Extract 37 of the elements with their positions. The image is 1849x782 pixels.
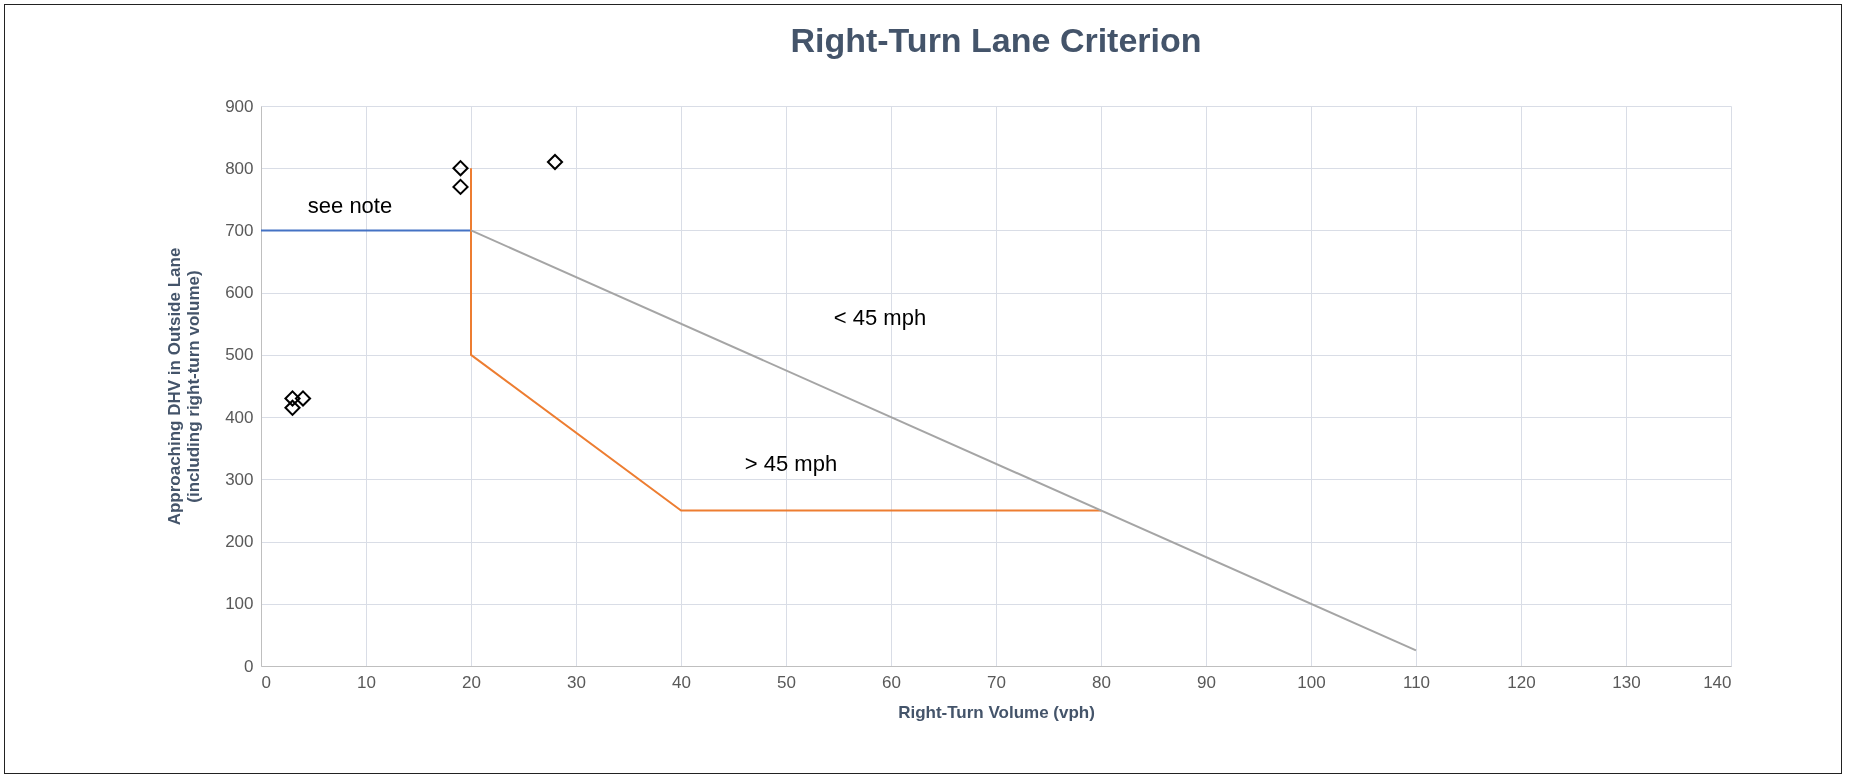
- y-tick-label: 500: [225, 345, 254, 365]
- x-tick-label: 50: [777, 672, 796, 692]
- y-tick-label: 300: [225, 469, 254, 489]
- annotation: > 45 mph: [744, 451, 838, 476]
- annotation: < 45 mph: [833, 305, 927, 330]
- y-tick-label: 800: [225, 158, 254, 178]
- x-tick-label: 60: [882, 672, 901, 692]
- point: [452, 178, 469, 195]
- y-tick-label: 600: [225, 283, 254, 303]
- y-tick-label: 200: [225, 532, 254, 552]
- y-axis-title: Approaching DHV in Outside Lane (including right-turn volume): [165, 247, 204, 526]
- x-tick-label: 90: [1197, 672, 1216, 692]
- x-axis-title: Right-Turn Volume (vph): [898, 702, 1095, 722]
- y-tick-label: 900: [225, 96, 254, 116]
- y-tick-label: 0: [244, 656, 254, 676]
- y-tick-label: 100: [225, 594, 254, 614]
- point: [294, 390, 312, 407]
- point: [452, 160, 469, 177]
- x-tick-label: 10: [357, 672, 376, 692]
- chart-title: Right-Turn Lane Criterion: [790, 21, 1202, 59]
- y-tick-label: 700: [225, 220, 254, 240]
- x-tick-label: 120: [1507, 672, 1536, 692]
- x-tick-label: 0: [261, 672, 271, 692]
- point: [546, 153, 564, 171]
- point: [284, 390, 301, 407]
- x-tick-label: 130: [1612, 672, 1641, 692]
- x-tick-label: 40: [672, 672, 691, 692]
- annotation: see note: [307, 193, 393, 218]
- point: [284, 399, 301, 416]
- x-tick-label: 100: [1297, 672, 1326, 692]
- x-tick-label: 140: [1703, 672, 1732, 692]
- x-tick-label: 70: [987, 672, 1006, 692]
- x-tick-label: 30: [567, 672, 586, 692]
- y-tick-label: 400: [225, 407, 254, 427]
- x-tick-label: 20: [462, 672, 481, 692]
- x-tick-label: 110: [1402, 672, 1431, 692]
- x-tick-label: 80: [1092, 672, 1111, 692]
